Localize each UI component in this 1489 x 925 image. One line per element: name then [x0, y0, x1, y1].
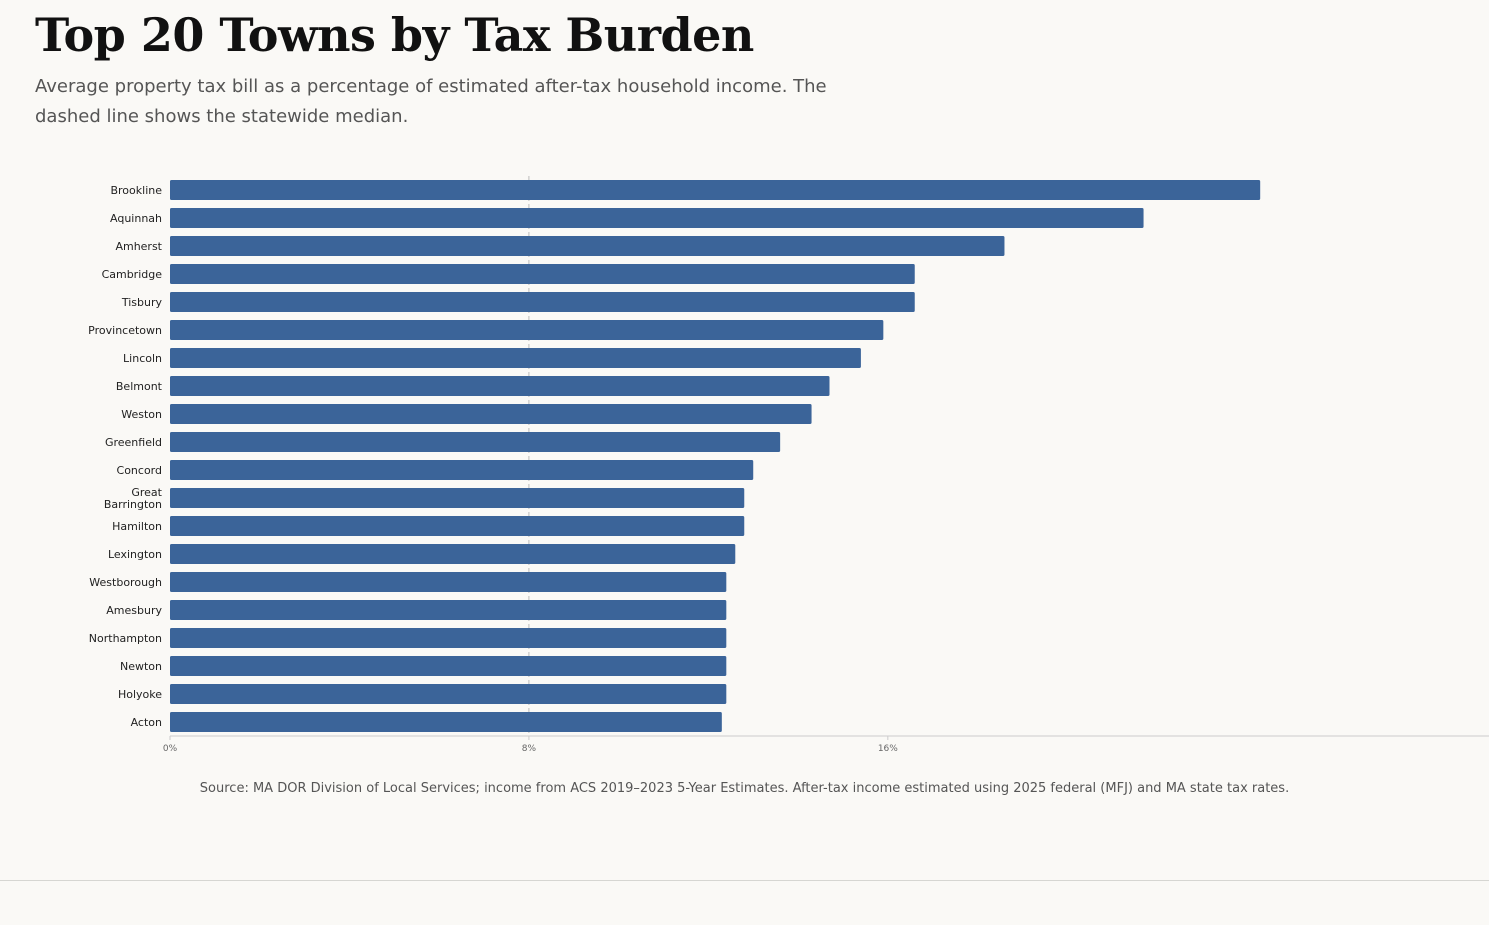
x-tick-label: 8%: [522, 744, 537, 754]
label-acton: Acton: [131, 716, 162, 729]
label-lincoln: Lincoln: [123, 352, 162, 365]
bar-concord: [170, 460, 754, 480]
bar-brookline: [170, 180, 1261, 200]
label-northampton: Northampton: [89, 632, 162, 645]
bar-great-barrington: [170, 488, 745, 508]
label-holyoke: Holyoke: [118, 688, 162, 701]
label-hamilton: Hamilton: [112, 520, 162, 533]
label-newton: Newton: [120, 660, 162, 673]
bar-greenfield: [170, 432, 781, 452]
bar-tisbury: [170, 292, 915, 312]
x-ticks-group: 0% 8% 16%: [163, 736, 898, 754]
bar-aquinnah: [170, 208, 1144, 228]
bar-lincoln: [170, 348, 861, 368]
label-amesbury: Amesbury: [106, 604, 162, 617]
label-weston: Weston: [121, 408, 162, 421]
label-greenfield: Greenfield: [105, 436, 162, 449]
label-belmont: Belmont: [116, 380, 163, 393]
label-provincetown: Provincetown: [88, 324, 162, 337]
bar-provincetown: [170, 320, 884, 340]
bar-amesbury: [170, 600, 727, 620]
bar-newton: [170, 656, 727, 676]
x-tick-label: 16%: [878, 744, 898, 754]
bar-lexington: [170, 544, 736, 564]
x-tick-label: 0%: [163, 744, 178, 754]
bar-weston: [170, 404, 812, 424]
bar-holyoke: [170, 684, 727, 704]
town-labels-group: Brookline Aquinnah Amherst Cambridge Tisbury…: [88, 184, 163, 729]
chart-title: Top 20 Towns by Tax Burden: [35, 8, 754, 62]
label-aquinnah: Aquinnah: [110, 212, 162, 225]
bar-cambridge: [170, 264, 915, 284]
chart-subtitle: Average property tax bill as a percentag…: [35, 76, 827, 127]
label-westborough: Westborough: [89, 576, 162, 589]
source-note: Source: MA DOR Division of Local Service…: [199, 781, 1290, 796]
label-lexington: Lexington: [108, 548, 162, 561]
bottom-divider: [0, 880, 1489, 881]
label-concord: Concord: [117, 464, 162, 477]
bar-acton: [170, 712, 722, 732]
bar-belmont: [170, 376, 830, 396]
label-cambridge: Cambridge: [102, 268, 163, 281]
bar-amherst: [170, 236, 1005, 256]
bar-westborough: [170, 572, 727, 592]
bar-northampton: [170, 628, 727, 648]
label-great-barrington: Great Barrington: [104, 486, 163, 511]
bars-group: [170, 180, 1261, 732]
label-brookline: Brookline: [110, 184, 162, 197]
bar-chart: Brookline Aquinnah Amherst Cambridge Tisbury…: [88, 176, 1489, 754]
label-amherst: Amherst: [115, 240, 162, 253]
label-tisbury: Tisbury: [121, 296, 163, 309]
bar-hamilton: [170, 516, 745, 536]
